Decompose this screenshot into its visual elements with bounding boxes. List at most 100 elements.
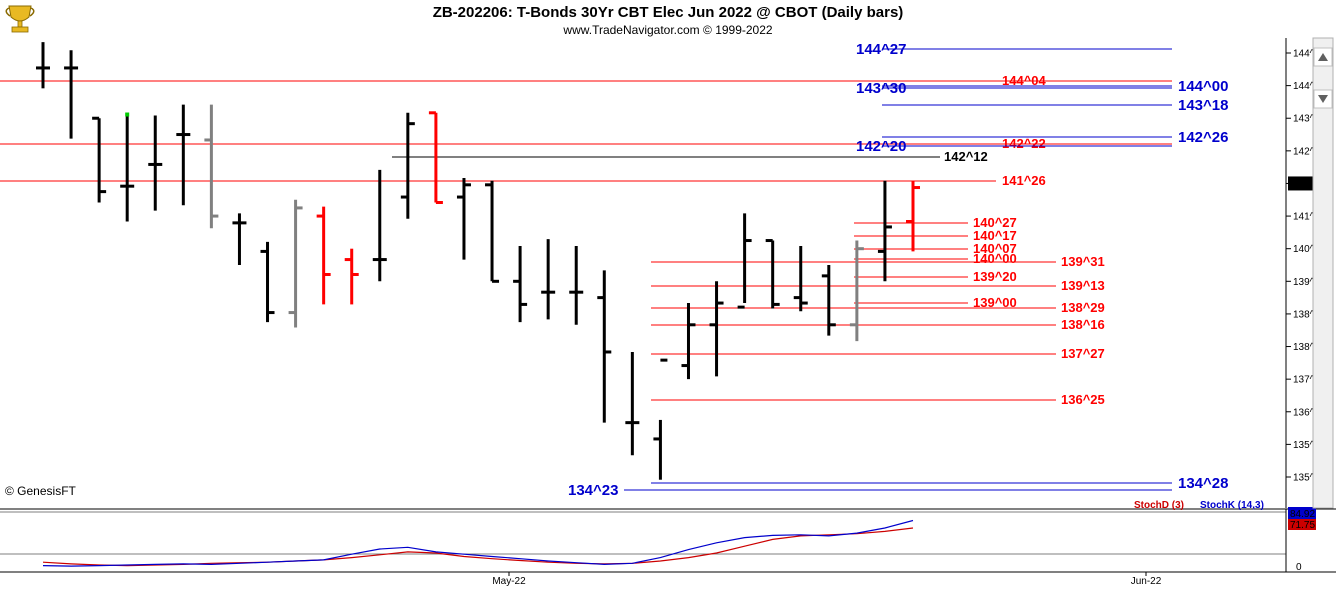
- level-label: 142^26: [1178, 129, 1228, 146]
- ohlc-bar: [64, 50, 79, 139]
- level-label: 136^25: [1061, 392, 1105, 407]
- level-label: 138^16: [1061, 317, 1105, 332]
- ohlc-bar: [653, 358, 668, 480]
- x-tick-label: May-22: [492, 576, 526, 587]
- price-tick-label: 135^24: [1293, 440, 1326, 451]
- level-label: 142^20: [856, 138, 906, 155]
- ohlc-bar: [597, 270, 612, 423]
- ohlc-bar: [877, 180, 892, 282]
- ohlc-bar: [709, 281, 724, 377]
- price-tick-label: 140^08: [1293, 244, 1326, 255]
- ohlc-bar: [906, 180, 920, 252]
- trophy-logo-icon: [5, 5, 35, 33]
- ohlc-bar: [456, 178, 471, 260]
- last-price-label: 141^24: [1290, 179, 1323, 190]
- level-label: 140^07: [973, 241, 1017, 256]
- level-label: 143^30: [856, 80, 906, 97]
- price-tick-label: 138^00: [1293, 342, 1326, 353]
- ohlc-bar: [344, 248, 359, 305]
- ohlc-bar: [485, 180, 500, 283]
- price-tick-label: 141^00: [1293, 212, 1326, 223]
- ohlc-bars: [36, 42, 920, 480]
- price-tick-label: 139^16: [1293, 277, 1326, 288]
- ohlc-bar: [793, 245, 808, 312]
- ohlc-bar: [316, 206, 331, 305]
- ohlc-bar: [120, 115, 135, 222]
- stoch-tick-label: 0: [1296, 562, 1302, 573]
- price-tick-label: 144^00: [1293, 81, 1326, 92]
- stoch-series-line: [42, 519, 914, 567]
- x-tick-label: Jun-22: [1131, 576, 1162, 587]
- level-label: 140^27: [973, 215, 1017, 230]
- price-tick-label: 138^24: [1293, 309, 1326, 320]
- x-axis: May-22 Jun-22: [492, 572, 1162, 587]
- chart-title: ZB-202206: T-Bonds 30Yr CBT Elec Jun 202…: [433, 4, 904, 21]
- price-tick-label: 136^16: [1293, 407, 1326, 418]
- ohlc-bar: [765, 239, 780, 309]
- scrollbar-track[interactable]: [1312, 37, 1334, 509]
- ohlc-bar: [821, 265, 836, 336]
- ohlc-bar: [288, 199, 303, 328]
- ohlc-bar: [400, 112, 415, 219]
- ohlc-bar: [737, 213, 752, 309]
- level-label: 134^23: [568, 482, 618, 499]
- ohlc-bar: [541, 239, 556, 320]
- scroll-down-icon: [1318, 95, 1328, 103]
- stoch-value-label: 84.92: [1290, 509, 1315, 520]
- level-label: 144^27: [856, 41, 906, 58]
- price-tick-label: 137^08: [1293, 375, 1326, 386]
- ohlc-bar: [849, 240, 864, 342]
- stoch-lines: [42, 519, 914, 567]
- price-tick-label: 135^00: [1293, 473, 1326, 484]
- level-label: 139^00: [973, 295, 1017, 310]
- price-tick-label: 143^08: [1293, 114, 1326, 125]
- level-label: 137^27: [1061, 346, 1105, 361]
- level-label: 138^29: [1061, 300, 1105, 315]
- price-tick-label: 142^16: [1293, 146, 1326, 157]
- level-label: 143^18: [1178, 97, 1228, 114]
- ohlc-bar: [372, 169, 387, 282]
- stoch-series-line: [42, 527, 914, 567]
- ohlc-bar: [569, 245, 584, 325]
- level-label: 140^00: [973, 251, 1017, 266]
- level-label: 139^13: [1061, 278, 1105, 293]
- scroll-up-icon: [1318, 53, 1328, 61]
- ohlc-bar: [625, 351, 640, 456]
- logo: [5, 5, 35, 33]
- ohlc-bar: [176, 104, 191, 206]
- stoch-legend-label: StochK (14,3): [1200, 500, 1264, 511]
- chart-subtitle: www.TradeNavigator.com © 1999-2022: [562, 23, 772, 37]
- ohlc-bar: [148, 115, 163, 211]
- level-label: 141^26: [1002, 173, 1046, 188]
- ohlc-bar: [513, 245, 528, 323]
- level-lines: 144^27 144^04 143^30 144^00 143^18 142^26 142^…: [0, 41, 1228, 499]
- ohlc-bar: [428, 111, 443, 204]
- stoch-value-label: 71.75: [1290, 520, 1315, 531]
- ohlc-bar: [681, 303, 696, 380]
- stoch-value-box: [1288, 518, 1316, 530]
- level-label: 139^20: [973, 269, 1017, 284]
- ohlc-bar: [204, 104, 219, 229]
- stoch-value-box: [1288, 507, 1316, 519]
- stoch-legend-label: StochD (3): [1134, 500, 1184, 511]
- level-label: 134^28: [1178, 475, 1228, 492]
- level-label: 139^31: [1061, 254, 1105, 269]
- ohlc-bar: [92, 116, 107, 203]
- ohlc-bar: [36, 42, 50, 89]
- ohlc-bar: [260, 241, 275, 323]
- price-axis: 144^24 144^00 143^08 142^16 141^24 141^00 140^…: [1286, 49, 1326, 484]
- price-tick-label: 144^24: [1293, 49, 1326, 60]
- ohlc-bar: [232, 213, 247, 265]
- signal-marker: [125, 112, 130, 117]
- copyright-label: © GenesisFT: [5, 484, 77, 498]
- stoch-axis: 0: [1296, 562, 1302, 573]
- level-label: 140^17: [973, 228, 1017, 243]
- level-label: 144^04: [1002, 73, 1047, 88]
- right-scrollbar[interactable]: [1312, 37, 1334, 509]
- level-label: 142^22: [1002, 136, 1046, 151]
- level-label: 142^12: [944, 149, 988, 164]
- level-label: 144^00: [1178, 78, 1228, 95]
